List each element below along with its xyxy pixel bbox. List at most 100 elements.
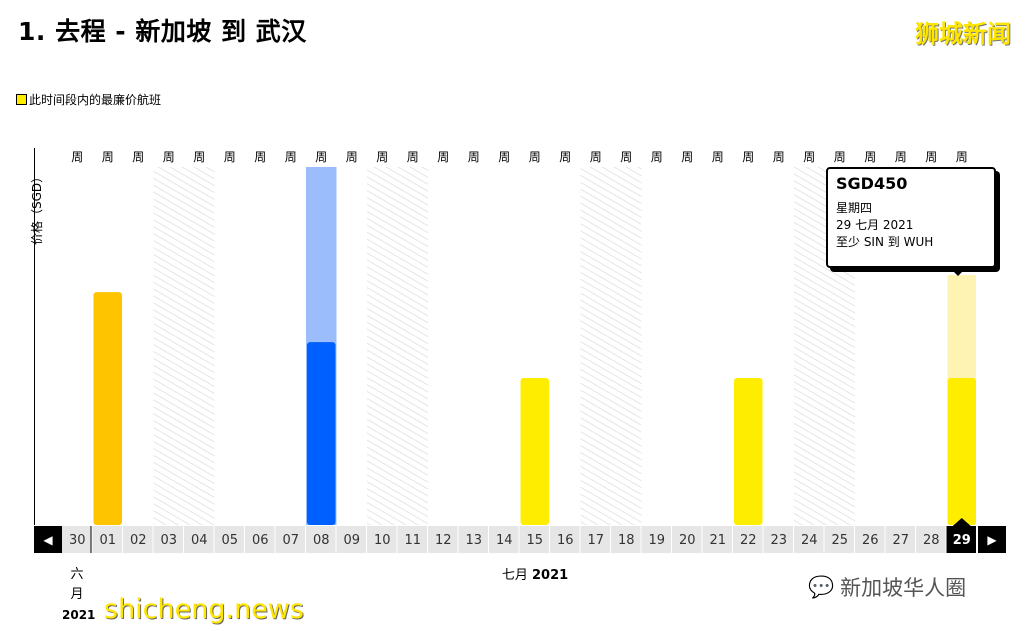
month-label-july: 七月 2021 <box>480 564 590 583</box>
day-label: 30 <box>69 533 86 548</box>
day-cell <box>214 526 244 553</box>
day-label: 17 <box>587 533 604 548</box>
day-cell <box>824 526 854 553</box>
bar-22 <box>734 378 763 525</box>
week-label: 周 <box>925 150 937 164</box>
month-name: 七月 <box>501 568 528 583</box>
day-label: 12 <box>435 533 452 548</box>
legend-label: 此时间段内的最廉价航班 <box>29 93 162 107</box>
week-label: 周 <box>559 150 571 164</box>
day-label: 25 <box>831 533 848 548</box>
day-cell <box>458 526 488 553</box>
day-label: 22 <box>740 533 757 548</box>
day-label: 21 <box>709 533 726 548</box>
week-label: 周 <box>376 150 388 164</box>
week-label: 周 <box>956 150 968 164</box>
tooltip: SGD450 星期四 29 七月 2021 至少 SIN 到 WUH <box>826 167 996 276</box>
tooltip-route: 至少 SIN 到 WUH <box>836 235 934 249</box>
week-label: 周 <box>834 150 846 164</box>
day-label: 06 <box>252 533 269 548</box>
day-label: 26 <box>862 533 879 548</box>
prev-arrow-button[interactable]: ◀ <box>34 526 62 553</box>
day-cell <box>245 526 275 553</box>
selected-marker <box>952 518 971 526</box>
day-label: 27 <box>892 533 909 548</box>
month-year: 2021 <box>531 568 569 583</box>
weekend-column <box>153 167 184 525</box>
day-label: 19 <box>648 533 665 548</box>
day-cell <box>916 526 946 553</box>
week-label: 周 <box>498 150 510 164</box>
tooltip-date: 29 七月 2021 <box>836 218 914 232</box>
day-cell <box>92 526 122 553</box>
week-label: 周 <box>712 150 724 164</box>
bar-01 <box>93 292 122 525</box>
weekend-column <box>184 167 215 525</box>
week-label: 周 <box>224 150 236 164</box>
day-cell <box>702 526 732 553</box>
wechat-name: 新加坡华人圈 <box>840 576 967 600</box>
weekend-column <box>611 167 642 525</box>
day-label: 07 <box>282 533 299 548</box>
day-cell <box>123 526 153 553</box>
bar-15 <box>520 378 549 525</box>
day-label: 29 <box>953 533 971 548</box>
day-cell <box>367 526 397 553</box>
week-label: 周 <box>254 150 266 164</box>
tooltip-price: SGD450 <box>836 174 908 193</box>
day-cell <box>611 526 641 553</box>
week-label: 周 <box>529 150 541 164</box>
day-label: 24 <box>801 533 818 548</box>
day-label: 11 <box>404 533 421 548</box>
week-label: 周 <box>773 150 785 164</box>
month-year: 2021 <box>62 608 96 622</box>
bar-29 <box>947 378 976 525</box>
week-label: 周 <box>742 150 754 164</box>
day-cell <box>397 526 427 553</box>
day-label: 08 <box>313 533 330 548</box>
site-watermark: shicheng.news <box>104 594 304 625</box>
day-label: 13 <box>465 533 482 548</box>
week-label: 周 <box>864 150 876 164</box>
week-label: 周 <box>895 150 907 164</box>
week-label: 周 <box>315 150 327 164</box>
month-suffix: 月 <box>70 587 84 602</box>
day-cell <box>641 526 671 553</box>
day-cell <box>489 526 519 553</box>
day-label: 16 <box>557 533 574 548</box>
day-label: 20 <box>679 533 696 548</box>
day-label: 23 <box>770 533 787 548</box>
day-cell <box>580 526 610 553</box>
week-label: 周 <box>437 150 449 164</box>
week-label: 周 <box>163 150 175 164</box>
brand-logo: 狮城新闻 <box>915 20 1011 48</box>
bar-08 <box>307 342 336 525</box>
day-label: 10 <box>374 533 391 548</box>
day-label: 03 <box>160 533 177 548</box>
legend: 此时间段内的最廉价航班 <box>16 91 161 108</box>
wechat-icon: 💬 <box>808 574 835 599</box>
page-title: 1. 去程 - 新加坡 到 武汉 <box>18 17 307 46</box>
week-label: 周 <box>803 150 815 164</box>
day-label: 01 <box>99 533 116 548</box>
week-label: 周 <box>620 150 632 164</box>
day-cell <box>306 526 336 553</box>
day-cell <box>672 526 702 553</box>
week-label: 周 <box>407 150 419 164</box>
day-label: 02 <box>130 533 147 548</box>
day-label: 28 <box>923 533 940 548</box>
day-label: 04 <box>191 533 208 548</box>
next-arrow-button[interactable]: ▶ <box>978 526 1006 553</box>
week-label: 周 <box>71 150 83 164</box>
day-cell <box>336 526 366 553</box>
weekend-column <box>580 167 611 525</box>
weekend-column <box>367 167 398 525</box>
day-cell <box>763 526 793 553</box>
month-name: 六 <box>70 567 84 582</box>
day-cell <box>519 526 549 553</box>
y-axis-line <box>34 148 35 525</box>
week-label: 周 <box>590 150 602 164</box>
day-cell <box>550 526 580 553</box>
day-cell <box>153 526 183 553</box>
